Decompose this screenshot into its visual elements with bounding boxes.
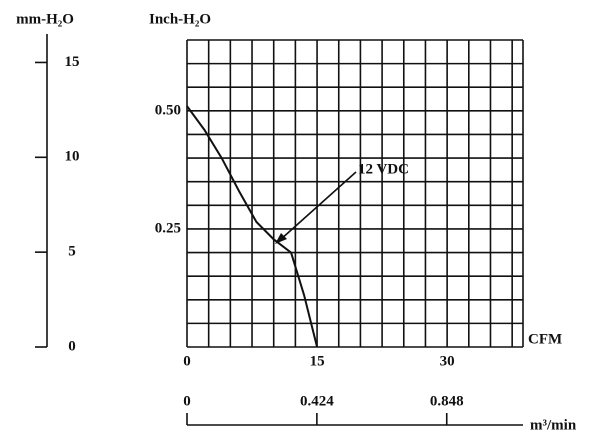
x-tick-label: 15 [310,353,325,369]
annotation: 12 VDC [358,161,409,177]
y2-tick-label: 10 [65,149,80,165]
x-tick-label: 0 [183,353,191,369]
x-axis-title: CFM [528,331,562,347]
y2-tick-label: 5 [68,244,76,260]
x2-tick-label: 0.848 [430,393,464,409]
x2-tick-label: 0 [183,393,191,409]
y2-tick-label: 0 [68,338,76,354]
arrow-head [275,233,287,244]
curve [186,105,319,348]
x2-axis-title: m³/min [530,417,577,433]
y-tick-label: 0.25 [155,220,181,236]
y-axis-title: Inch-H₂O [149,11,211,27]
x2-tick-label: 0.424 [300,393,334,409]
y2-tick-label: 15 [65,54,80,70]
y-tick-label: 0.50 [155,102,181,118]
x-tick-label: 30 [440,353,455,369]
y2-axis-title: mm-H₂O [16,11,74,27]
